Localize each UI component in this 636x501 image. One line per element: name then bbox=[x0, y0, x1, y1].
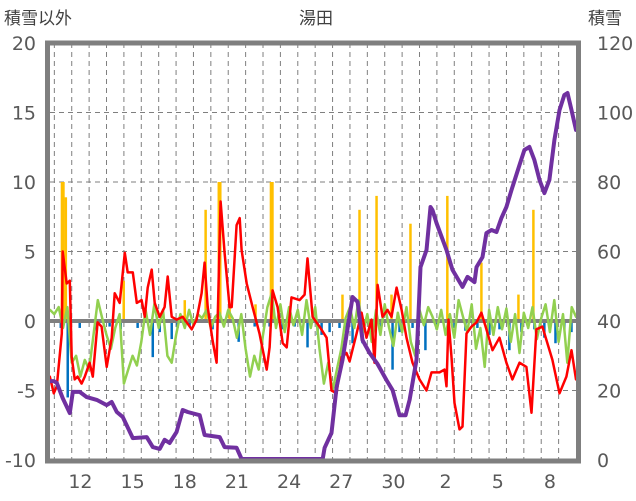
right-tick-label: 40 bbox=[597, 311, 621, 333]
yellow-bar bbox=[254, 304, 257, 321]
blue-bar bbox=[170, 321, 173, 340]
right-tick-label: 60 bbox=[597, 242, 621, 264]
left-tick-label: 10 bbox=[12, 172, 36, 194]
blue-bar bbox=[411, 321, 414, 328]
blue-bar bbox=[306, 321, 309, 348]
yellow-bar bbox=[480, 262, 483, 321]
blue-bar bbox=[108, 321, 111, 327]
chart-title: 湯田 bbox=[299, 9, 333, 29]
right-tick-label: 100 bbox=[597, 103, 633, 125]
left-tick-label: -10 bbox=[5, 450, 36, 472]
yellow-bar bbox=[183, 300, 187, 321]
blue-bar bbox=[151, 321, 155, 358]
blue-bar bbox=[338, 321, 341, 328]
yellow-bar bbox=[517, 294, 520, 321]
right-tick-label: 20 bbox=[597, 381, 621, 403]
blue-bar bbox=[253, 321, 256, 327]
right-axis-title: 積雪 bbox=[588, 9, 622, 29]
red-series-line bbox=[48, 200, 578, 431]
left-axis-title: 積雪以外 bbox=[4, 9, 72, 29]
x-tick-label: 21 bbox=[225, 471, 249, 493]
plot-frame bbox=[45, 40, 581, 464]
x-tick-label: 12 bbox=[68, 471, 92, 493]
yellow-bar bbox=[64, 197, 68, 321]
right-tick-label: 120 bbox=[597, 33, 633, 55]
yellow-bar bbox=[269, 182, 274, 321]
blue-bar bbox=[136, 321, 139, 328]
blue-bar bbox=[66, 321, 69, 398]
blue-bar bbox=[328, 321, 331, 333]
yellow-bar bbox=[375, 195, 378, 321]
yellow-bar bbox=[341, 294, 344, 321]
blue-bar bbox=[453, 321, 456, 328]
blue-bar bbox=[78, 321, 81, 328]
yellow-bar bbox=[122, 280, 125, 321]
left-tick-label: -5 bbox=[17, 381, 36, 403]
x-tick-label: 30 bbox=[381, 471, 405, 493]
right-tick-label: 0 bbox=[597, 450, 609, 472]
x-tick-label: 18 bbox=[173, 471, 197, 493]
x-tick-label: 5 bbox=[492, 471, 504, 493]
left-tick-label: 15 bbox=[12, 103, 36, 125]
yellow-bar bbox=[532, 209, 535, 321]
left-tick-label: 5 bbox=[24, 242, 36, 264]
x-tick-label: 24 bbox=[277, 471, 301, 493]
gridlines bbox=[50, 43, 576, 460]
series-lines bbox=[47, 91, 578, 461]
x-tick-label: 8 bbox=[544, 471, 556, 493]
blue-bar bbox=[554, 321, 557, 344]
blue-bar bbox=[476, 321, 479, 328]
x-tick-label: 27 bbox=[329, 471, 353, 493]
axes: 20 15 10 5 0 -5 -10 120 100 80 60 40 20 0 12 15 18 21 24 27… bbox=[5, 33, 633, 493]
yellow-bar bbox=[358, 209, 361, 321]
purple-series-line bbox=[47, 91, 578, 461]
blue-bar bbox=[351, 321, 354, 344]
left-tick-label: 20 bbox=[12, 33, 36, 55]
blue-bar bbox=[188, 321, 191, 327]
yellow-bar bbox=[409, 223, 412, 321]
blue-bar bbox=[498, 321, 501, 330]
x-tick-label: 2 bbox=[440, 471, 452, 493]
blue-bar bbox=[488, 321, 491, 335]
right-tick-label: 80 bbox=[597, 172, 621, 194]
yellow-bar bbox=[390, 294, 393, 321]
blue-bar bbox=[398, 321, 401, 333]
blue-bar bbox=[424, 321, 427, 351]
x-tick-label: 15 bbox=[121, 471, 145, 493]
left-tick-label: 0 bbox=[24, 311, 36, 333]
blue-bar bbox=[570, 321, 573, 333]
